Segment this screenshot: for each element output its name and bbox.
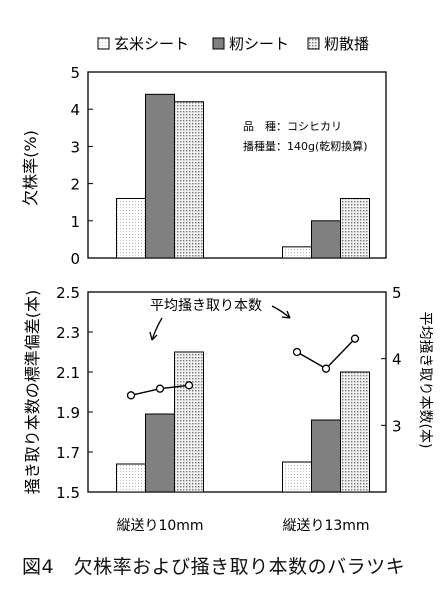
y-tick-label: 2.1: [56, 364, 80, 382]
arrowhead-left-icon: [149, 331, 158, 341]
bottom-y-axis: 1.5 1.7 1.9 2.1 2.3 2.5: [56, 284, 93, 502]
mean-point: [321, 364, 331, 373]
bottom-plot-frame: [87, 291, 387, 493]
top-bars: [116, 93, 370, 259]
top-annotation-variety: 品 種：コシヒカリ: [243, 119, 342, 133]
legend-label: 籾散播: [324, 35, 369, 53]
mean-line: [296, 338, 356, 370]
y-tick-label: 1: [70, 213, 80, 231]
category-label: 縦送り13mm: [282, 518, 369, 534]
legend-label: 籾シート: [229, 35, 289, 53]
right-y-tick-label: 4: [392, 351, 402, 369]
y-tick-label: 2.3: [56, 324, 80, 342]
top-y-axis: 0 1 2 3 4 5: [70, 64, 93, 268]
top-plot-frame: [87, 71, 387, 259]
legend-swatch-籾シート: [212, 37, 225, 50]
category-label: 縦送り10mm: [116, 518, 203, 534]
arrowhead-right-icon: [281, 310, 291, 319]
y-tick-label: 5: [70, 64, 80, 82]
figure-caption: 図4 欠株率および掻き取り本数のバラツキ: [22, 556, 406, 578]
legend-label: 玄米シート: [114, 35, 189, 53]
y-tick-label: 3: [70, 138, 80, 156]
y-tick-label: 2.5: [56, 284, 80, 302]
legend: 玄米シート 籾シート 籾散播: [97, 35, 369, 53]
mean-point: [292, 347, 302, 357]
right-y-tick-label: 5: [392, 284, 402, 302]
mean-line-series: [126, 334, 360, 400]
line-label-arrow-right: [271, 305, 291, 319]
bottom-y-axis-title: 掻き取り本数の標準偏差(本): [23, 290, 42, 495]
bar-籾シート: [311, 220, 341, 259]
bottom-bars: [116, 351, 370, 493]
bar-籾散播: [340, 371, 370, 493]
line-label-arrow-left: [151, 317, 163, 341]
y-tick-label: 1.7: [56, 444, 80, 462]
y-tick-label: 2: [70, 176, 80, 194]
bar-籾散播: [174, 101, 204, 259]
legend-swatch-玄米シート: [97, 37, 110, 50]
line-series-label: 平均掻き取り本数: [150, 298, 262, 314]
bar-籾シート: [145, 93, 175, 259]
legend-swatch-籾散播: [307, 37, 320, 50]
top-y-axis-title: 欠株率(%): [21, 130, 40, 206]
mean-point: [155, 384, 165, 393]
bar-玄米シート: [116, 197, 146, 259]
bottom-right-y-axis: 3 4 5: [381, 284, 402, 435]
y-tick-label: 1.5: [56, 484, 80, 502]
y-tick-label: 0: [70, 250, 80, 268]
mean-point: [350, 334, 360, 343]
bar-籾シート: [311, 419, 341, 493]
right-y-tick-label: 3: [392, 417, 402, 435]
y-tick-label: 1.9: [56, 404, 80, 422]
bar-籾シート: [145, 413, 175, 493]
mean-point: [184, 381, 194, 390]
bar-籾散播: [340, 197, 370, 259]
bar-玄米シート: [282, 461, 312, 493]
bar-玄米シート: [282, 246, 312, 259]
top-annotation-seeding: 播種量：140g(乾籾換算): [243, 139, 368, 153]
bar-籾散播: [174, 351, 204, 493]
y-tick-label: 4: [70, 101, 80, 119]
mean-point: [126, 391, 136, 400]
right-y-axis-title: 平均掻き取り本数(本): [417, 312, 433, 449]
bar-玄米シート: [116, 463, 146, 493]
